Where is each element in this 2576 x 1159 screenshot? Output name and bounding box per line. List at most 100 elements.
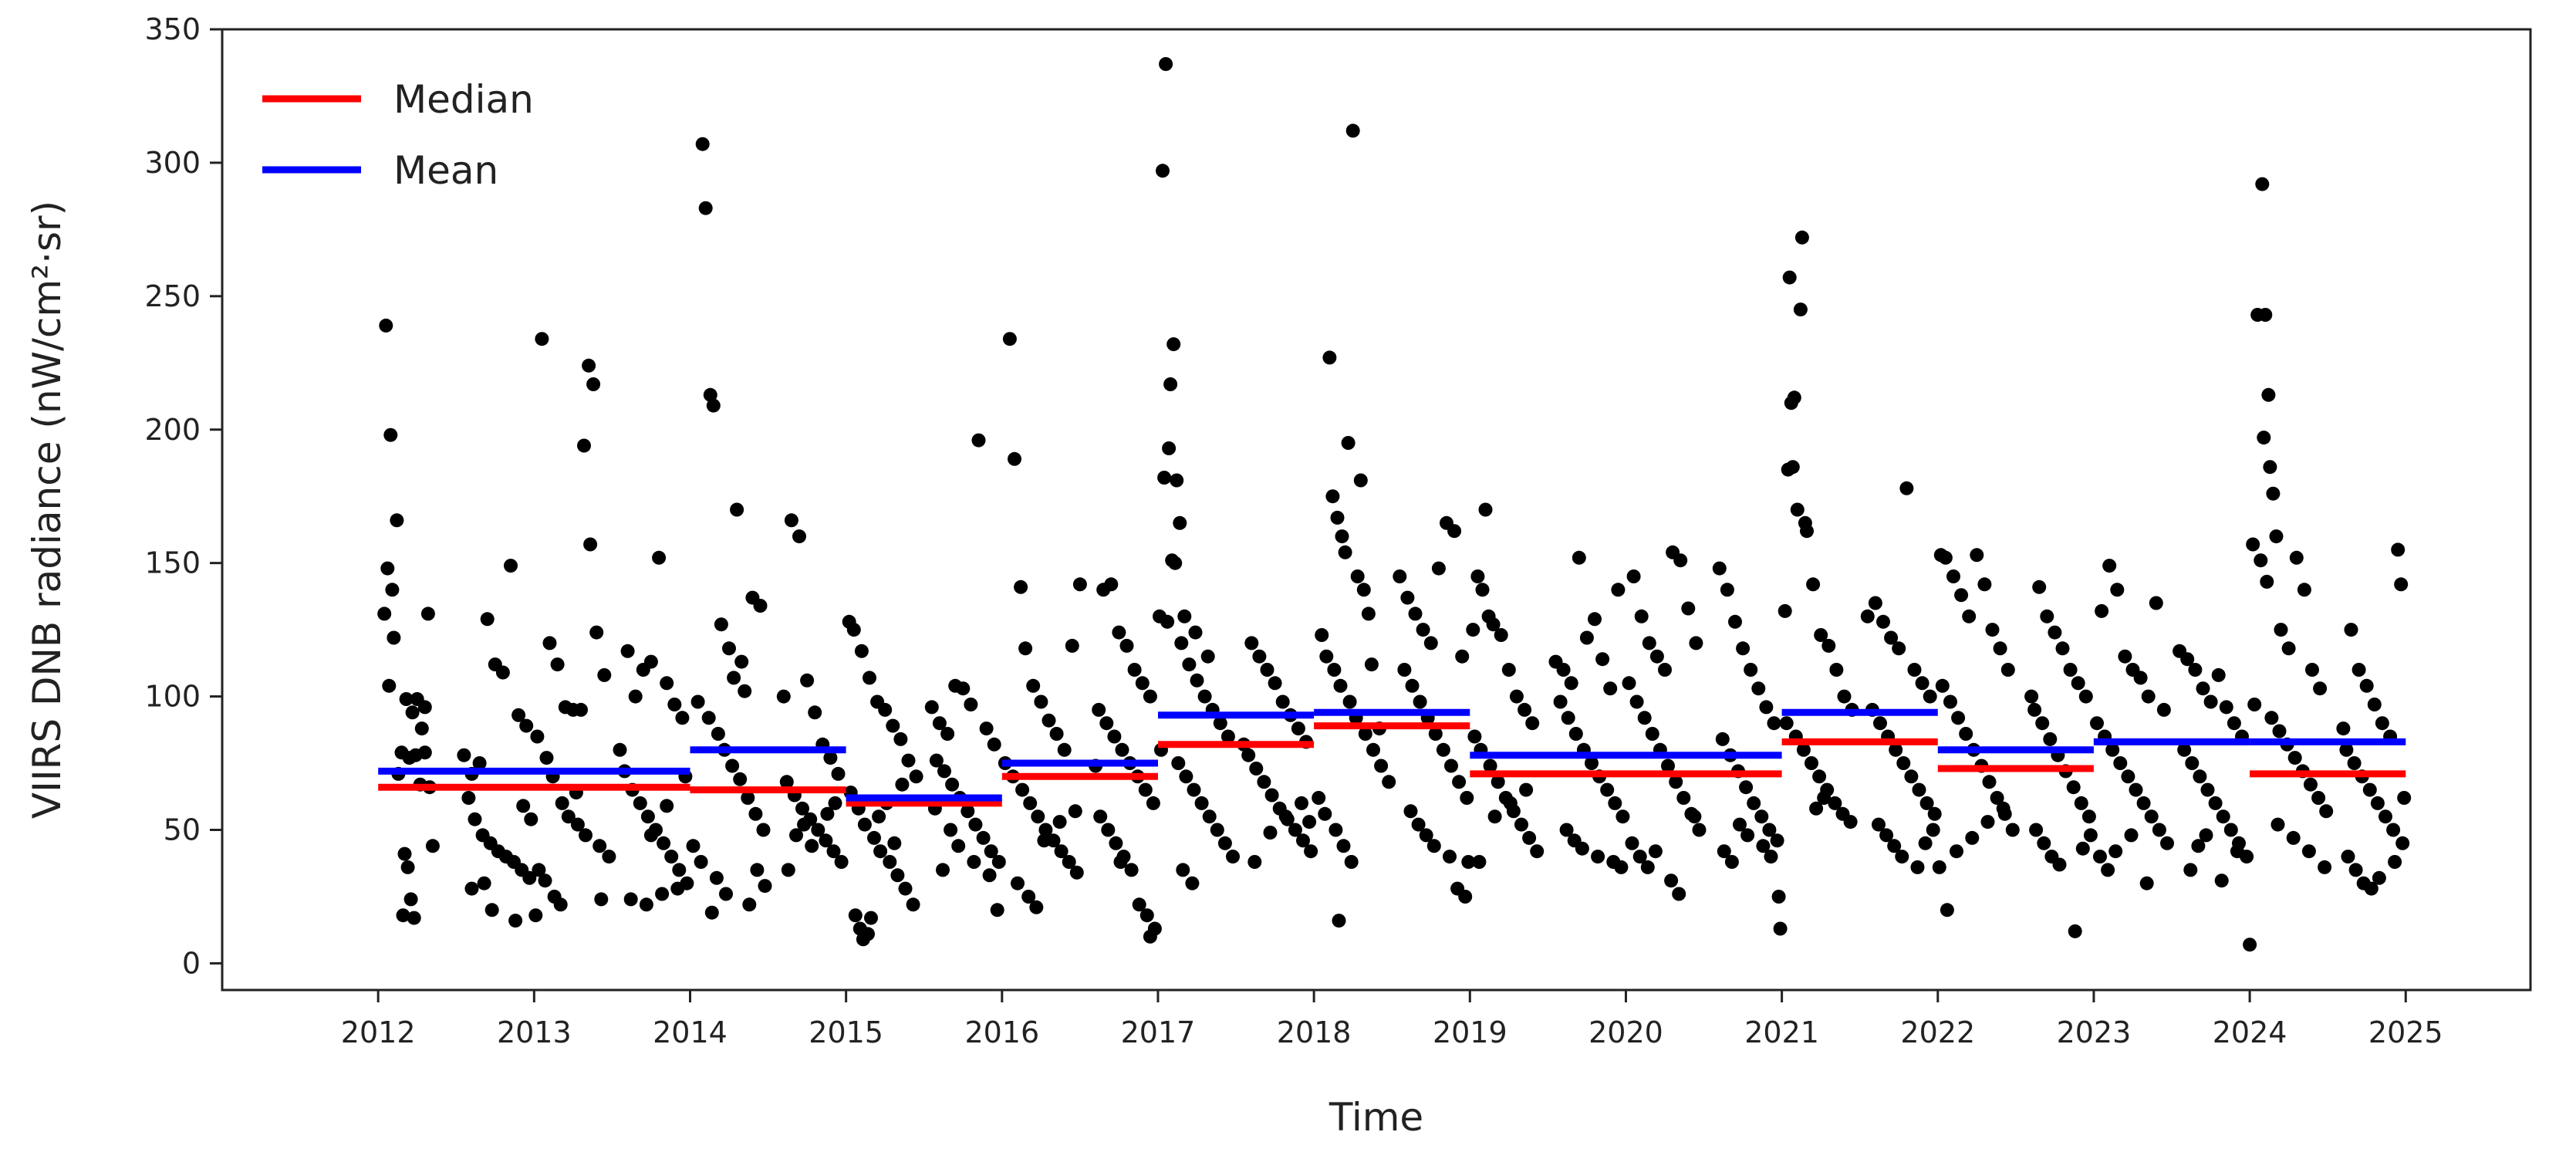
data-point [1918,836,1933,850]
data-point [2386,823,2401,837]
data-point [2289,550,2304,565]
data-point [582,358,596,373]
x-tick-label: 2019 [1433,1015,1507,1049]
data-point [643,828,658,843]
data-point [657,836,671,850]
data-point [719,887,733,901]
legend-label-median: Median [393,77,534,122]
data-point [2270,817,2285,832]
data-point [1514,817,1528,832]
data-point [741,791,755,805]
data-point [2029,823,2044,837]
data-point [1689,636,1703,650]
data-point [1197,689,1212,704]
data-point [2102,559,2117,573]
data-point [405,705,420,720]
data-point [457,748,471,762]
data-point [2266,486,2281,501]
data-point [1403,804,1418,819]
data-point [387,630,401,645]
data-point [1904,769,1919,784]
data-point [808,705,822,720]
x-axis: 2012 2013 2014 2015 2016 2017 2018 2019 2020 2021… [341,990,2443,1049]
legend-label-mean: Mean [393,148,498,193]
data-point [660,676,674,691]
data-point [1770,833,1784,848]
data-point [1664,873,1679,888]
data-point [722,641,736,656]
data-point [528,908,543,923]
data-point [890,868,905,883]
y-tick-label: 150 [144,546,201,580]
data-point [756,823,771,837]
data-point [1037,833,1052,848]
data-point [1159,57,1173,71]
data-point [396,908,410,923]
data-point [639,897,653,912]
data-point [2200,782,2215,797]
plot-area-frame [221,28,2532,992]
data-point [1608,796,1622,810]
data-point [1993,641,2007,656]
data-point [2052,857,2067,872]
data-point [742,897,757,912]
data-point [1428,727,1443,741]
y-tick-label: 50 [164,813,201,847]
data-point [1525,716,1540,731]
data-point [2208,796,2223,810]
data-point [2336,721,2351,736]
data-point [2394,577,2409,592]
data-point [1467,729,1482,744]
data-point [1926,823,1940,837]
data-point [854,644,869,658]
data-point [1119,638,1134,653]
data-point [1361,607,1376,621]
data-point [1785,460,1800,475]
data-point [706,398,721,413]
data-point [990,903,1004,917]
data-point [1717,844,1731,859]
data-point [733,772,748,786]
data-point [968,817,983,832]
data-point [1615,809,1630,824]
data-point [1809,801,1824,816]
data-point [1423,636,1438,650]
data-point [2193,769,2207,784]
data-point [1509,689,1524,704]
data-point [1068,804,1082,819]
data-point [1553,694,1568,709]
data-point [1042,713,1056,728]
data-point [1419,828,1433,843]
data-point [1278,809,1293,824]
data-point [1065,638,1079,653]
data-point [1241,748,1256,762]
data-point [1779,716,1794,731]
data-point [2347,756,2362,770]
data-point [1814,628,1828,642]
data-point [690,694,705,709]
data-point [589,625,604,640]
data-point [1572,550,1586,565]
data-point [1687,809,1702,824]
data-point [1312,791,1326,805]
data-point [2287,751,2302,765]
data-point [1784,396,1798,411]
data-point [2191,839,2206,853]
data-point [379,318,393,333]
data-point [2141,689,2156,704]
data-point [819,833,833,848]
y-tick-label: 100 [144,680,201,714]
data-point [1341,436,1356,450]
data-point [1249,762,1264,775]
data-point [1466,623,1480,637]
data-point [623,892,638,907]
data-point [2196,681,2210,696]
data-point [823,751,838,765]
data-point [1338,545,1352,559]
data-point [2223,823,2238,837]
data-point [776,689,791,704]
data-point [1672,887,1686,901]
data-point [1335,529,1349,544]
data-point [1268,676,1282,691]
data-point [1681,601,1696,616]
